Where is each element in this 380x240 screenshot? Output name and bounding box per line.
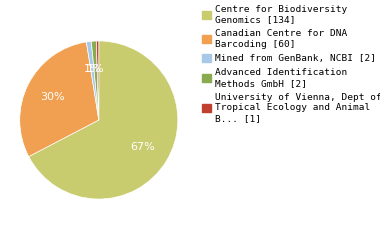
Text: 1%: 1% [84, 64, 101, 74]
Wedge shape [29, 41, 178, 199]
Wedge shape [91, 41, 99, 120]
Wedge shape [20, 42, 99, 157]
Wedge shape [86, 41, 99, 120]
Text: 1%: 1% [87, 64, 104, 74]
Text: 67%: 67% [130, 142, 155, 152]
Legend: Centre for Biodiversity
Genomics [134], Canadian Centre for DNA
Barcoding [60], : Centre for Biodiversity Genomics [134], … [202, 5, 380, 123]
Wedge shape [96, 41, 99, 120]
Text: 30%: 30% [41, 92, 65, 102]
